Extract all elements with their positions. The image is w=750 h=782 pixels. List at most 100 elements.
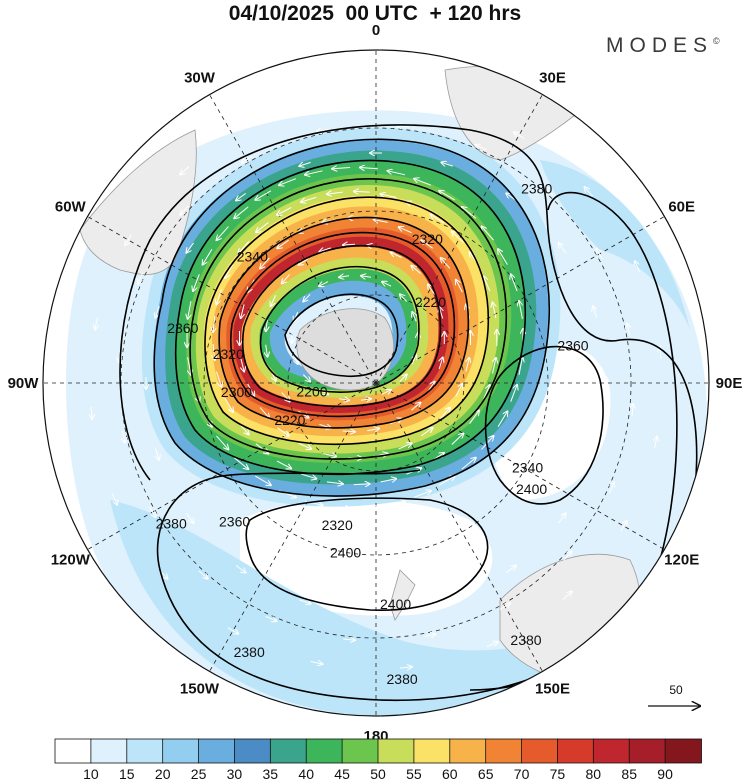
wind-arrow-jet [439,191,455,201]
contour-2320 [189,178,508,460]
wind-arrow-jet [339,399,349,401]
wind-arrow-jet [441,258,451,269]
wind-arrow-jet [234,206,249,218]
wind-arrow-outer [310,662,323,665]
wind-arrow-jet [216,371,222,387]
wind-arrow-jet [326,482,343,484]
wind-arrow-outer [242,156,253,163]
wind-arrow-jet [217,226,229,241]
colorbar-swatch [341,738,379,764]
contour-label-2200: 2200 [296,383,327,399]
wind-arrow-outer [236,192,246,200]
contour-label-2400: 2400 [380,596,411,612]
wind-arrow-jet [241,304,244,319]
wind-arrow-jet [305,170,323,175]
wind-arrow-outer [441,162,453,166]
colorbar-swatch [54,738,92,764]
colorbar-tick-65: 65 [478,766,494,782]
wind-arrow-jet [440,408,450,419]
contour-2300 [204,196,490,446]
longitude-label-60e: 60E [668,199,695,216]
colorbar-tick-70: 70 [514,766,530,782]
wind-arrow-jet [301,196,317,202]
contour-label-2380: 2380 [234,644,265,660]
colorbar-swatch [305,738,344,764]
wind-arrow-jet [319,281,329,287]
map-boundary [42,49,710,717]
colorbar-tick-85: 85 [621,766,637,782]
wind-arrow-jet [469,411,479,424]
new-zealand-land [389,569,416,621]
wind-arrow-outer [632,404,633,416]
contour-label-2220: 2220 [415,294,446,310]
wind-arrow-outer [227,627,238,634]
wind-arrow-jet [428,284,436,295]
wind-arrow-outer [585,187,593,197]
wind-arrow-jet [374,220,388,223]
longitude-label-90w: 90W [8,375,40,392]
wind-arrow-outer [627,324,630,336]
contour-label-2340: 2340 [237,248,268,264]
wind-arrow-jet [187,357,191,375]
contour-label-2320: 2320 [213,346,244,362]
wind-arrow-outer [563,551,572,561]
wind-arrow-jet [481,436,494,450]
wind-arrow-outer [91,406,92,419]
wind-arrow-outer [514,132,525,139]
wind-arrow-jet [413,491,431,498]
longitude-label-120e: 120E [664,552,699,569]
wind-arrow-jet [421,240,433,249]
south-america-land [79,129,197,275]
wind-arrow-jet [493,303,496,319]
longitude-label-0: 0 [372,22,380,39]
land-masses [79,65,641,683]
longitude-label-90e: 90E [716,375,743,392]
colorbar-tick-20: 20 [155,766,171,782]
colorbar-swatch [90,738,128,764]
contour-label-2400: 2400 [516,481,547,497]
antarctica-land [296,308,395,391]
contour-2280 [218,216,470,429]
wind-arrow-outer [265,615,277,621]
wind-arrow-jet [339,276,350,278]
colorbar-swatch [449,738,487,764]
colorbar-swatch [198,738,236,764]
wind-arrow-jet [213,316,215,332]
longitude-label-150w: 150W [180,681,220,698]
wind-arrow-jet [193,274,200,291]
colorbar-swatch [162,738,200,764]
colorbar-swatch [485,738,523,764]
contour-2400-south [245,497,489,612]
colorbar-tick-15: 15 [119,766,135,782]
wind-arrow-jet [411,403,420,411]
wind-arrow-jet [421,428,432,437]
contour-label-2300: 2300 [221,384,252,400]
colorbar-tick-25: 25 [191,766,207,782]
wind-arrow-jet [233,457,248,469]
wind-arrow-outer [235,565,246,573]
wind-arrow-jet [359,507,378,508]
wind-arrow-jet [255,190,272,200]
wind-arrow-jet [360,399,371,401]
colorbar-swatch [664,738,702,764]
wind-arrow-jet [462,207,477,219]
wind-arrow-outer [95,317,98,330]
wind-arrow-jet [367,429,379,431]
colorbar-tick-60: 60 [442,766,458,782]
wind-arrow-jet [342,431,355,432]
wind-arrow-outer [254,118,266,124]
wind-arrow-outer [423,634,436,637]
wind-arrow-jet [188,301,192,319]
wind-arrow-outer [180,205,189,215]
wind-arrow-jet [451,434,464,445]
wind-arrow-jet [300,473,316,479]
brand-logo: MODES© [606,34,720,58]
wind-arrow-jet [238,241,250,254]
colorbar-swatch [234,738,272,764]
contour-label-2320: 2320 [412,231,443,247]
wind-arrow-jet [427,382,435,392]
wind-arrow-jet [456,280,463,293]
wind-arrow-jet [388,171,406,176]
wind-arrow-outer [198,570,208,579]
